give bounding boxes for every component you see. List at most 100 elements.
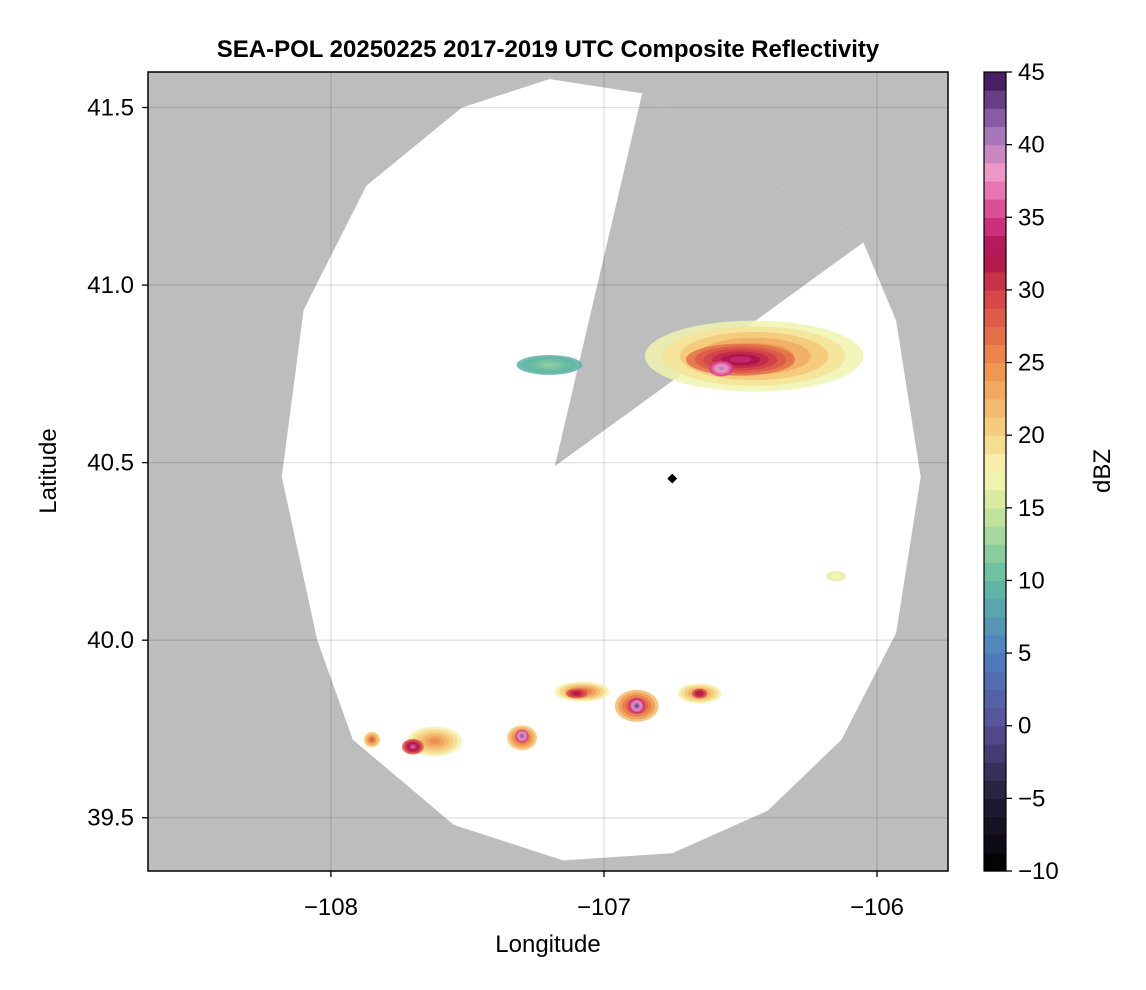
echo-contour bbox=[635, 704, 639, 708]
colorbar-band bbox=[984, 289, 1006, 309]
colorbar-band bbox=[984, 689, 1006, 709]
x-tick-label: −108 bbox=[304, 894, 358, 921]
colorbar-band bbox=[984, 453, 1006, 473]
colorbar-band bbox=[984, 398, 1006, 418]
colorbar-band bbox=[984, 798, 1006, 818]
echo-cell bbox=[515, 729, 529, 743]
colorbar-band bbox=[984, 90, 1006, 109]
colorbar-tick-label: −10 bbox=[1018, 858, 1059, 885]
colorbar-ticks: −10 −5 0 5 10 15 20 25 30 35 40 45 bbox=[1006, 59, 1059, 885]
colorbar-band bbox=[984, 834, 1006, 854]
y-tick-label: 40.5 bbox=[87, 450, 134, 477]
colorbar-band bbox=[984, 326, 1006, 345]
echo-cell bbox=[401, 738, 424, 755]
colorbar-band bbox=[984, 598, 1006, 618]
colorbar-tick-label: 45 bbox=[1018, 59, 1045, 86]
colorbar-tick-label: 35 bbox=[1018, 204, 1045, 231]
colorbar-band bbox=[984, 580, 1006, 600]
echo-contour bbox=[410, 745, 416, 749]
radar-site-marker bbox=[667, 473, 678, 484]
echo-contour bbox=[574, 692, 579, 695]
colorbar-band bbox=[984, 653, 1006, 672]
plot-frame bbox=[147, 71, 949, 872]
plot-area bbox=[147, 71, 949, 872]
echo-cell bbox=[709, 360, 734, 377]
colorbar-band bbox=[984, 380, 1006, 400]
echo-contour bbox=[729, 356, 752, 363]
y-tick-label: 41.0 bbox=[87, 272, 134, 299]
colorbar-band bbox=[984, 271, 1006, 291]
echo-contour bbox=[834, 575, 838, 578]
colorbar-band bbox=[984, 180, 1006, 200]
colorbar-band bbox=[984, 562, 1006, 582]
colorbar-band bbox=[984, 435, 1006, 454]
echo-cell bbox=[516, 355, 583, 375]
echo-cell bbox=[826, 571, 846, 582]
colorbar-band bbox=[984, 308, 1006, 327]
colorbar-band bbox=[984, 525, 1006, 545]
echo-contour bbox=[698, 692, 702, 695]
colorbar-band bbox=[984, 417, 1006, 436]
colorbar-band bbox=[984, 235, 1006, 255]
colorbar-frame bbox=[983, 71, 1007, 872]
y-axis-label: Latitude bbox=[35, 428, 62, 513]
y-tick-label: 41.5 bbox=[87, 95, 134, 122]
echo-cell bbox=[685, 343, 796, 376]
echo-cell bbox=[691, 688, 708, 699]
colorbar-band bbox=[984, 780, 1006, 799]
x-axis-label: Longitude bbox=[495, 931, 600, 958]
colorbar-band bbox=[984, 362, 1006, 382]
colorbar-band bbox=[984, 852, 1006, 872]
echo-cell bbox=[628, 698, 645, 714]
y-axis: 39.5 40.0 40.5 41.0 41.5 bbox=[87, 95, 148, 832]
colorbar-tick-label: 10 bbox=[1018, 567, 1045, 594]
colorbar-tick-label: 25 bbox=[1018, 350, 1045, 377]
colorbar-band bbox=[984, 471, 1006, 491]
x-tick-label: −106 bbox=[850, 894, 904, 921]
colorbar-tick-label: 40 bbox=[1018, 132, 1045, 159]
colorbar-band bbox=[984, 634, 1006, 654]
colorbar-band bbox=[984, 126, 1006, 146]
colorbar-band bbox=[984, 489, 1006, 509]
echo-contour bbox=[542, 362, 556, 367]
colorbar-band bbox=[984, 144, 1006, 164]
colorbar-band bbox=[984, 507, 1006, 527]
colorbar-bands bbox=[984, 72, 1006, 872]
colorbar-tick-label: 0 bbox=[1018, 713, 1031, 740]
colorbar-band bbox=[984, 616, 1006, 636]
colorbar-band bbox=[984, 707, 1006, 727]
chart-title: SEA-POL 20250225 2017-2019 UTC Composite… bbox=[217, 36, 880, 63]
colorbar-tick-label: 5 bbox=[1018, 640, 1031, 667]
radar-blocked-sector bbox=[554, 93, 864, 467]
echo-contour bbox=[429, 738, 441, 745]
x-axis: −108 −107 −106 bbox=[304, 871, 904, 921]
grid-lines bbox=[148, 72, 948, 871]
reflectivity-echoes bbox=[363, 320, 864, 757]
y-tick-label: 39.5 bbox=[87, 805, 134, 832]
colorbar-tick-label: 30 bbox=[1018, 277, 1045, 304]
colorbar-band bbox=[984, 162, 1006, 182]
colorbar-band bbox=[984, 816, 1006, 836]
colorbar-band bbox=[984, 762, 1006, 781]
colorbar-band bbox=[984, 743, 1006, 763]
x-tick-label: −107 bbox=[577, 894, 631, 921]
colorbar-tick-label: 15 bbox=[1018, 495, 1045, 522]
echo-contour bbox=[718, 366, 724, 371]
colorbar-tick-label: 20 bbox=[1018, 422, 1045, 449]
colorbar-band bbox=[984, 344, 1006, 364]
colorbar-band bbox=[984, 217, 1006, 237]
echo-cell bbox=[363, 731, 381, 748]
colorbar-label: dBZ bbox=[1089, 449, 1116, 493]
y-tick-label: 40.0 bbox=[87, 627, 134, 654]
colorbar-band bbox=[984, 671, 1006, 691]
colorbar: −10 −5 0 5 10 15 20 25 30 35 40 45 bbox=[983, 59, 1059, 885]
colorbar-band bbox=[984, 253, 1006, 273]
colorbar-tick-label: −5 bbox=[1018, 785, 1045, 812]
echo-cell bbox=[565, 688, 588, 699]
echo-contour bbox=[370, 738, 374, 742]
echo-contour bbox=[520, 734, 524, 738]
colorbar-band bbox=[984, 725, 1006, 745]
colorbar-band bbox=[984, 72, 1006, 91]
colorbar-band bbox=[984, 544, 1006, 563]
